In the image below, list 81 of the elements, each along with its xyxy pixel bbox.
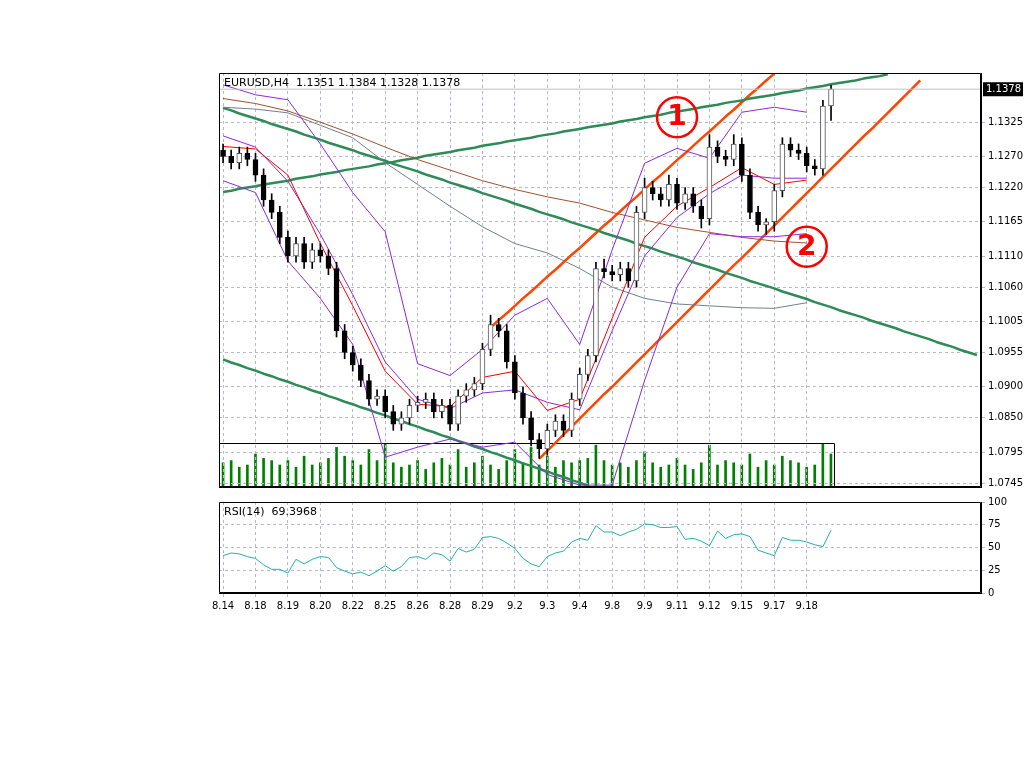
x-tick-label: 9.2	[506, 599, 523, 611]
y-tick-label: 25	[988, 563, 1001, 575]
bar	[254, 453, 257, 487]
y-tick-label: 100	[988, 495, 1008, 507]
x-tick-label: 8.28	[438, 599, 462, 611]
candlestick	[763, 218, 770, 235]
bar	[789, 460, 792, 487]
bar	[472, 462, 476, 487]
y-tick-label: 1.1005	[988, 314, 1023, 326]
x-tick-label: 9.4	[571, 599, 588, 611]
y-tick-label: 1.0745	[988, 476, 1023, 488]
chart-title: EURUSD,H4 1.1351 1.1384 1.1328 1.1378	[224, 75, 461, 89]
bar	[618, 462, 622, 487]
x-tick-label: 8.29	[471, 599, 494, 611]
y-tick-label: 1.1220	[988, 181, 1023, 193]
y-tick-label: 1.1110	[988, 249, 1023, 261]
bar	[699, 462, 703, 487]
bar	[391, 462, 395, 487]
x-tick-label: 9.11	[665, 599, 689, 611]
x-tick-label: 9.3	[539, 599, 556, 611]
bar	[278, 464, 282, 487]
y-tick-label: 1.1325	[988, 115, 1023, 127]
bar	[708, 444, 711, 487]
ref-line-label: 1.1378	[986, 82, 1021, 94]
bar	[246, 464, 249, 487]
bar	[416, 460, 419, 487]
bar	[489, 464, 492, 487]
bar	[262, 458, 265, 487]
x-tick-label: 9.8	[604, 599, 621, 611]
x-tick-label: 8.19	[276, 599, 300, 611]
bar	[464, 466, 468, 487]
bar	[570, 462, 573, 487]
y-tick-label: 1.1165	[988, 215, 1023, 227]
bar	[505, 460, 509, 487]
bar	[651, 462, 654, 487]
chart-title: RSI(14) 69.3968	[224, 504, 317, 518]
x-tick-label: 8.22	[341, 599, 364, 611]
y-tick-label: 1.0795	[988, 445, 1023, 457]
x-tick-label: 8.25	[374, 599, 397, 611]
bar	[724, 460, 727, 487]
y-tick-label: 1.1270	[988, 150, 1023, 162]
y-tick-label: 50	[988, 541, 1001, 553]
bar	[237, 466, 241, 487]
bar	[408, 464, 411, 487]
bar	[626, 466, 630, 487]
bar	[335, 447, 338, 487]
bar	[310, 464, 314, 487]
bar	[732, 462, 736, 487]
bar	[780, 455, 784, 487]
bar	[497, 469, 500, 487]
y-tick-label: 1.0955	[988, 346, 1023, 358]
bar	[797, 462, 800, 487]
bar	[424, 469, 428, 487]
bar	[327, 458, 330, 487]
x-tick-label: 8.18	[244, 599, 267, 611]
bar	[343, 455, 346, 487]
y-tick-label: 75	[988, 518, 1001, 530]
x-tick-label: 8.14	[211, 599, 235, 611]
annotation: 2	[796, 228, 817, 262]
y-tick-label: 1.1060	[988, 280, 1023, 292]
bar	[432, 462, 436, 487]
x-tick-label: 9.12	[698, 599, 721, 611]
y-tick-label: 1.0900	[988, 380, 1023, 392]
x-tick-label: 8.20	[309, 599, 332, 611]
bar	[716, 464, 719, 487]
bar	[586, 458, 590, 487]
y-tick-label: 1.0850	[988, 411, 1023, 423]
bar	[813, 464, 817, 487]
x-tick-label: 9.18	[795, 599, 818, 611]
x-tick-label: 9.9	[636, 599, 653, 611]
x-tick-label: 8.26	[406, 599, 429, 611]
y-tick-label: 0	[988, 586, 995, 598]
bar	[270, 460, 274, 487]
bar	[659, 466, 663, 487]
bar	[351, 460, 355, 487]
candlestick	[601, 258, 607, 279]
x-tick-label: 9.15	[730, 599, 753, 611]
bar	[318, 462, 322, 487]
bar	[400, 466, 403, 487]
x-tick-label: 9.17	[763, 599, 786, 611]
bar	[635, 460, 638, 487]
